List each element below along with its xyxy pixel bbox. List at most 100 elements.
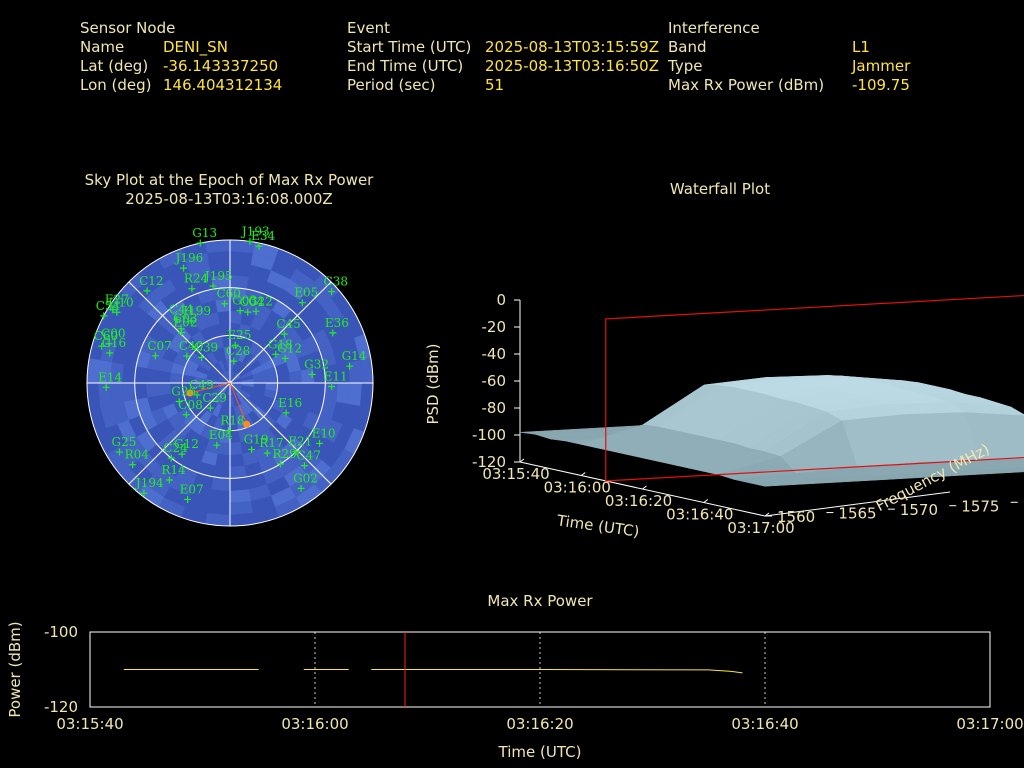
skyplot-satellite-label: R24 [184, 272, 209, 286]
skyplot-satellite-marker [178, 450, 186, 458]
waterfall-title: Waterfall Plot [669, 180, 771, 198]
skyplot-satellite-label: G10 [109, 295, 134, 309]
waterfall-frequency-tick-label: 1575 [961, 498, 999, 516]
skyplot-texture-cell [213, 335, 224, 350]
skyplot-texture-cell [254, 304, 272, 321]
waterfall-psd-tick-label: -80 [482, 399, 507, 417]
skyplot-texture-cell [198, 359, 212, 371]
skyplot-satellite-label: C40 [179, 339, 203, 353]
skyplot-satellite-label: C04 [240, 295, 265, 309]
skyplot-texture-cell [240, 371, 253, 379]
skyplot-satellite: C16 [102, 336, 126, 357]
skyplot-texture-cell [230, 394, 235, 407]
skyplot-satellite-label: E14 [98, 370, 122, 384]
skyplot-satellite-marker [129, 461, 137, 469]
skyplot-satellite: G32 [304, 357, 329, 378]
skyplot-satellite: G22 [248, 294, 273, 315]
skyplot-texture-cell [263, 366, 278, 377]
skyplot-satellite: C44 [169, 303, 194, 324]
skyplot-satellite-marker [300, 462, 308, 470]
skyplot-texture-cell [278, 456, 300, 477]
skyplot-satellite-marker [297, 484, 305, 492]
skyplot-satellite: E21 [288, 435, 312, 456]
skyplot-satellite: C54 [96, 299, 121, 320]
skyplot-texture-cell [271, 399, 287, 413]
skyplot-texture-cell [159, 358, 174, 373]
maxpower-x-tick-label: 03:16:00 [281, 715, 348, 733]
skyplot-texture-cell [275, 336, 293, 353]
skyplot-satellite: E04 [209, 428, 233, 449]
skyplot-satellite: C08 [178, 398, 203, 419]
skyplot-satellite-label: E27 [105, 293, 129, 307]
skyplot-satellite-label: C16 [102, 336, 126, 350]
skyplot-texture-cell [320, 399, 337, 420]
skyplot-satellite: C45 [276, 317, 301, 338]
skyplot-satellite: R04 [125, 448, 149, 469]
interference-type-value: Jammer [852, 57, 911, 75]
skyplot-satellite-label: C08 [178, 398, 202, 412]
skyplot-texture-cell [209, 389, 221, 399]
skyplot-satellite: C28 [226, 344, 250, 365]
skyplot-texture-cell [324, 383, 338, 402]
skyplot-satellite-label: G14 [342, 349, 367, 363]
skyplot-texture-cell [230, 311, 243, 324]
skyplot-satellite-label: G25 [112, 435, 137, 449]
skyplot-texture-cell [110, 362, 124, 383]
skyplot-satellite-marker [187, 317, 195, 325]
skyplot-satellite: G12 [277, 341, 302, 362]
skyplot-texture-cell [254, 445, 272, 462]
skyplot-satellite-label: C07 [147, 339, 171, 353]
skyplot-satellite: G25 [112, 435, 137, 456]
skyplot-satellite-label: E04 [209, 428, 233, 442]
skyplot-texture-cell [206, 378, 219, 383]
skyplot-jammer-marker [186, 389, 194, 397]
skyplot-satellite: J199 [181, 304, 211, 325]
skyplot-satellite-label: G02 [293, 471, 318, 485]
skyplot-texture-cell [111, 401, 129, 425]
skyplot-satellite-marker [106, 349, 114, 357]
skyplot-satellite-label: E11 [324, 370, 348, 384]
waterfall-time-tick [703, 499, 709, 503]
skyplot-texture-cell [205, 312, 220, 327]
skyplot-texture-cell [230, 383, 233, 395]
skyplot-texture-cell [238, 323, 251, 338]
skyplot-satellite-label: C44 [169, 303, 194, 317]
skyplot-satellite-marker [109, 306, 117, 314]
skyplot-texture-cell [152, 465, 176, 487]
skyplot-texture-cell [211, 275, 230, 289]
skyplot-texture-cell [320, 346, 337, 367]
skyplot-texture-cell [123, 399, 140, 420]
maxpower-x-tick-label: 03:17:00 [956, 715, 1023, 733]
skyplot-satellite: J195 [203, 269, 233, 290]
skyplot-satellite-marker [329, 329, 337, 337]
skyplot-satellite-marker [198, 353, 206, 361]
skyplot-texture-cell [313, 329, 332, 351]
skyplot-satellite-marker [281, 354, 289, 362]
skyplot-texture-cell [230, 383, 242, 386]
skyplot-texture-cell [167, 336, 185, 353]
waterfall-psd-tick-label: -60 [482, 372, 507, 390]
maxpower-x-tick-label: 03:16:20 [506, 715, 573, 733]
waterfall-psd-tick-label: -120 [472, 453, 506, 471]
event-title: Event [347, 19, 390, 37]
skyplot-satellite-label: G32 [304, 357, 329, 371]
skyplot-satellite-label: E25 [227, 328, 251, 342]
skyplot-satellite: C60 [216, 287, 241, 308]
skyplot-texture-cell [300, 368, 314, 383]
skyplot-texture-cell [170, 476, 194, 496]
skyplot-satellite-label: J199 [181, 304, 211, 318]
skyplot-texture-cell [265, 383, 278, 392]
skyplot-satellite: G13 [192, 226, 217, 247]
maxpower-xlabel: Time (UTC) [498, 743, 582, 761]
skyplot-texture-cell [194, 315, 210, 332]
skyplot-satellite: E11 [324, 370, 348, 391]
skyplot-texture-cell [176, 466, 198, 485]
skyplot-satellite-label: C47 [296, 449, 320, 463]
skyplot-texture-cell [230, 501, 253, 515]
skyplot-satellite-marker [298, 299, 306, 307]
skyplot-satellite: G18 [268, 337, 293, 358]
skyplot-texture-cell [321, 298, 345, 323]
skyplot-satellite-label: C60 [216, 287, 240, 301]
event-start-value: 2025-08-13T03:15:59Z [485, 38, 659, 56]
